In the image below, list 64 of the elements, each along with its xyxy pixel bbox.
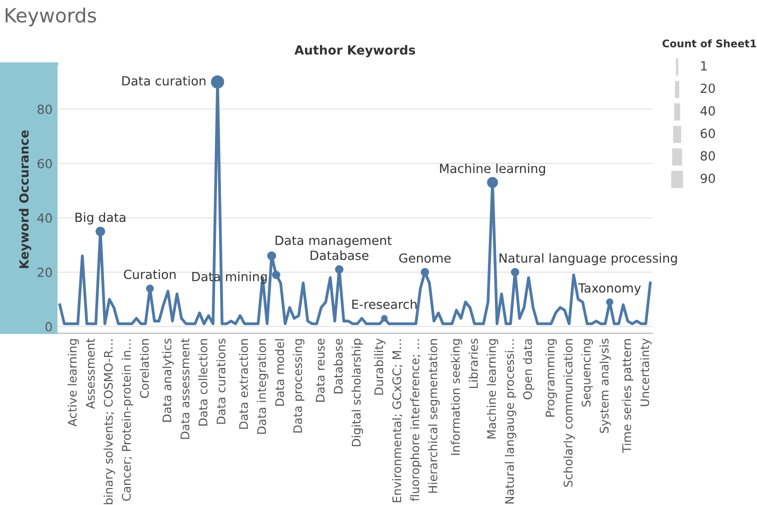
data-label: Curation	[124, 269, 176, 280]
x-tick-label: Machine learning	[486, 339, 498, 438]
data-label: E-research	[352, 299, 417, 309]
x-tick-label: Scholarly communication	[563, 339, 575, 487]
x-tick-label: Assessment	[86, 338, 95, 409]
data-label: Data curation	[122, 76, 206, 86]
x-tick-label: Data analytics	[162, 338, 174, 422]
data-label: Machine learning	[440, 163, 546, 176]
text: Count of Sheet1	[662, 39, 756, 48]
text: 60	[700, 128, 715, 138]
data-label: Taxonomy	[578, 283, 641, 296]
x-tick-label: Natural langauge processi…	[504, 340, 516, 504]
x-tick-label: fluorophore interference; …	[410, 340, 422, 502]
x-tick-label: Data assessment	[180, 338, 190, 439]
y-tick-label: 80	[38, 104, 52, 114]
x-tick-label: Uncertainty	[640, 338, 652, 406]
data-label: Data management	[276, 236, 392, 248]
text: 40	[700, 106, 715, 116]
x-tick-label: Data integration	[256, 339, 268, 434]
y-axis-title: Keyword Occurance	[19, 130, 32, 268]
x-tick-label: Programming	[545, 339, 557, 417]
x-tick-label: Database	[334, 338, 343, 394]
y-tick-label: 0	[46, 322, 52, 332]
x-tick-label: Hierarchical segmentation	[428, 339, 440, 493]
point	[510, 268, 520, 276]
x-tick-label: Time series pattern	[622, 339, 634, 453]
data-label: Genome	[399, 253, 451, 263]
x-tick-label: Data reuse	[316, 338, 325, 402]
x-tick-label: Cancer; Protein-protein in…	[122, 340, 134, 501]
x-tick-label: Data curations	[216, 338, 226, 424]
x-tick-label: Data model	[274, 339, 284, 406]
x-tick-label: binary solvents; COSMO-R…	[104, 340, 116, 504]
x-tick-label: Digital scholarship	[352, 338, 363, 446]
y-tick-label: 60	[38, 158, 52, 168]
point	[267, 251, 276, 260]
x-tick-label: Corelation	[140, 339, 149, 398]
x-tick-label: Environmental; GCxGC; M…	[392, 340, 402, 502]
text: 90	[700, 174, 715, 184]
point	[420, 268, 430, 276]
x-tick-label: Durability	[374, 338, 386, 395]
x-tick-label: Libraries	[468, 338, 478, 388]
point	[335, 265, 344, 274]
x-tick-label: Active learning	[68, 339, 80, 427]
x-tick-label: Data processing	[292, 339, 304, 433]
x-tick-label: Sequencing	[581, 339, 593, 407]
x-tick-label: Information seeking	[450, 339, 462, 455]
x-tick-label: Data collection	[198, 339, 208, 426]
y-tick-label: 20	[38, 268, 52, 278]
data-label: Big data	[76, 212, 126, 224]
data-label: Natural language processing	[500, 253, 677, 266]
x-tick-label: Data extraction	[238, 339, 248, 429]
y-tick-label: 40	[37, 213, 52, 223]
data-label: Database	[310, 250, 368, 260]
point	[146, 284, 154, 292]
text: 1	[701, 61, 707, 70]
point	[272, 270, 280, 280]
point	[96, 226, 106, 236]
text: 20	[700, 84, 715, 94]
point	[606, 298, 614, 306]
chart-title: Keywords	[6, 8, 96, 26]
text: 80	[700, 151, 715, 161]
x-axis-title: Author Keywords	[294, 45, 416, 58]
x-tick-label: Open data	[522, 339, 534, 400]
x-tick-label: System analysis	[599, 338, 611, 433]
